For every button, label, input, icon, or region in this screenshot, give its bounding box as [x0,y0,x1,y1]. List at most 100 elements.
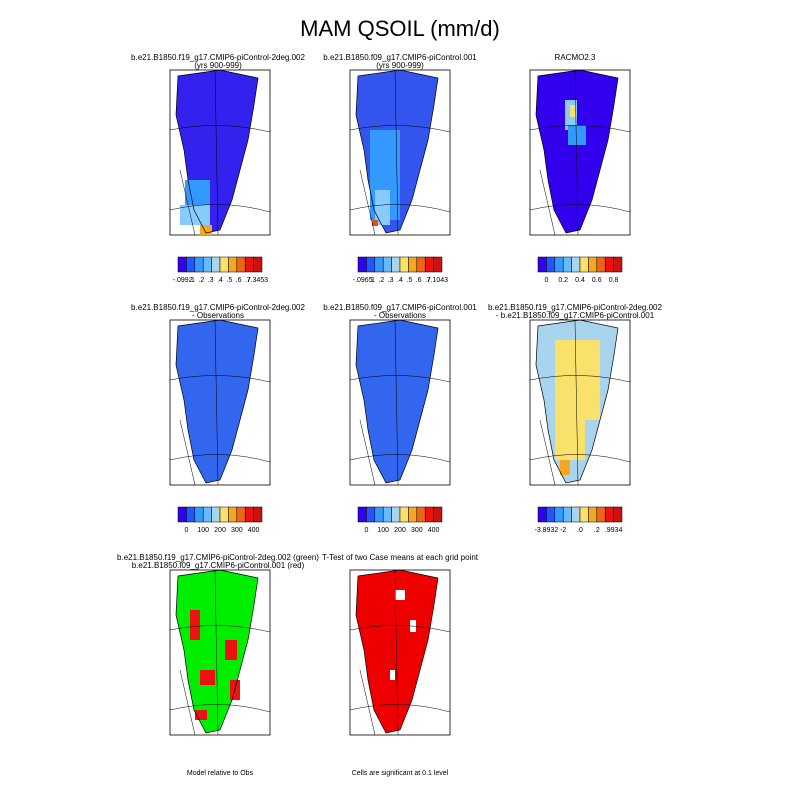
colorbar-box [613,506,623,523]
colorbar-box [433,256,443,273]
coastline [355,69,439,234]
colorbar-box [562,256,572,273]
colorbar-label: 100 [197,527,209,534]
colorbar-box [211,256,221,273]
colorbar-box [579,506,589,523]
coastline [535,69,619,234]
graticule [349,569,451,736]
map-panel: b.e21.B1850.f19_g17.CMIP6-piControl-2deg… [131,303,305,534]
colorbar-box [177,256,187,273]
coastline [175,319,259,484]
colorbar-box [186,506,196,523]
colorbar-box [613,256,623,273]
colorbar-box [202,256,212,273]
land-fill [176,320,258,483]
colorbar-label: 0 [364,527,368,534]
colorbar-box [357,506,367,523]
colorbar-box [374,506,384,523]
cell-patch [555,420,585,460]
colorbar-box [537,256,547,273]
colorbar-label: .9934 [605,527,623,534]
colorbar-box [186,256,196,273]
colorbar-box [596,256,606,273]
colorbar-label: -2 [560,527,566,534]
colorbar-box [228,256,238,273]
colorbar-box [374,256,384,273]
cell-patch [560,460,570,475]
colorbar-box [433,506,443,523]
colorbar-box [382,506,392,523]
panel-title: (yrs 900-999) [376,61,424,70]
coastline [355,569,439,734]
colorbar-label: 300 [231,527,243,534]
cell-patch [180,205,210,225]
cell-patch [390,670,395,680]
colorbar-box [202,506,212,523]
coastline [535,319,619,484]
colorbar-box [366,506,376,523]
colorbar-label: -.0965 [353,277,373,284]
cell-patch [200,225,212,235]
colorbar-label: 7.3453 [247,277,269,284]
panel-title: - b.e21.B1850.f09_g17.CMIP6-piControl.00… [496,311,655,320]
colorbar-label: 100 [377,527,389,534]
colorbar-box [211,506,221,523]
colorbar-label: 200 [214,527,226,534]
colorbar-box [399,256,409,273]
map-panel: b.e21.B1850.f09_g17.CMIP6-piControl.001-… [323,303,477,534]
colorbar-label: .0 [577,527,583,534]
colorbar-box [571,256,581,273]
colorbar-box [244,506,254,523]
colorbar-label: .7 [425,277,431,284]
colorbar-label: .6 [236,277,242,284]
colorbar-box [399,506,409,523]
colorbar-label: 400 [248,527,260,534]
colorbar-label: 0.8 [609,277,619,284]
cell-patch [375,190,390,225]
cell-patch [372,220,378,226]
panel-title: (yrs 900-999) [194,61,242,70]
colorbar-box [366,256,376,273]
colorbar-box [588,506,598,523]
graticule [169,569,271,736]
colorbar-box [219,506,229,523]
figure-title: MAM QSOIL (mm/d) [300,16,500,41]
cell-patch [195,710,207,720]
map-panel: b.e21.B1850.f19_g17.CMIP6-piControl-2deg… [117,553,319,777]
cell-patch [200,670,215,685]
colorbar-label: 0 [184,527,188,534]
cell-patch [190,610,200,640]
cell-patch [555,340,600,420]
colorbar-box [236,256,246,273]
cell-patch [225,640,237,660]
colorbar-label: .1 [189,277,195,284]
map-panel: T-Test of two Case means at each grid po… [322,553,479,777]
colorbar-box [408,506,418,523]
colorbar-label: -.0992 [173,277,193,284]
graticule [349,69,451,236]
colorbar-box [194,256,204,273]
land-fill [356,320,438,483]
colorbar-box [596,506,606,523]
colorbar-box [408,256,418,273]
panel-title: b.e21.B1850.f09_g17.CMIP6-piControl.001 [323,53,477,62]
panel-title: - Observations [374,311,426,320]
colorbar-box [537,506,547,523]
panel-title: b.e21.B1850.f19_g17.CMIP6-piControl-2deg… [131,303,305,312]
map-panel: b.e21.B1850.f09_g17.CMIP6-piControl.001(… [323,53,477,284]
colorbar-box [236,506,246,523]
colorbar-box [391,506,401,523]
colorbar-box [253,506,263,523]
colorbar-label: 0 [544,277,548,284]
colorbar-label: .2 [378,277,384,284]
colorbar-box [554,506,564,523]
colorbar-label: 400 [428,527,440,534]
coastline [175,569,259,734]
panel-title: b.e21.B1850.f09_g17.CMIP6-piControl.001 [323,303,477,312]
colorbar-box [546,506,556,523]
land-fill [536,70,618,233]
colorbar-box [253,256,263,273]
colorbar-label: .1 [369,277,375,284]
colorbar-label: -3.8932 [535,527,559,534]
panel-title: T-Test of two Case means at each grid po… [322,553,479,562]
